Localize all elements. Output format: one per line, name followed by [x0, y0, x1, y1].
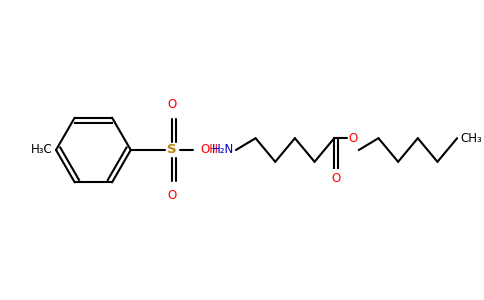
Text: CH₃: CH₃ — [460, 132, 482, 145]
Text: O: O — [167, 98, 177, 111]
Text: S: S — [167, 143, 177, 157]
Text: O: O — [348, 132, 358, 145]
Text: O: O — [332, 172, 341, 185]
Text: O: O — [167, 189, 177, 202]
Text: H₃C: H₃C — [31, 143, 53, 157]
Text: H₂N: H₂N — [212, 143, 234, 157]
Text: OH: OH — [200, 143, 219, 157]
